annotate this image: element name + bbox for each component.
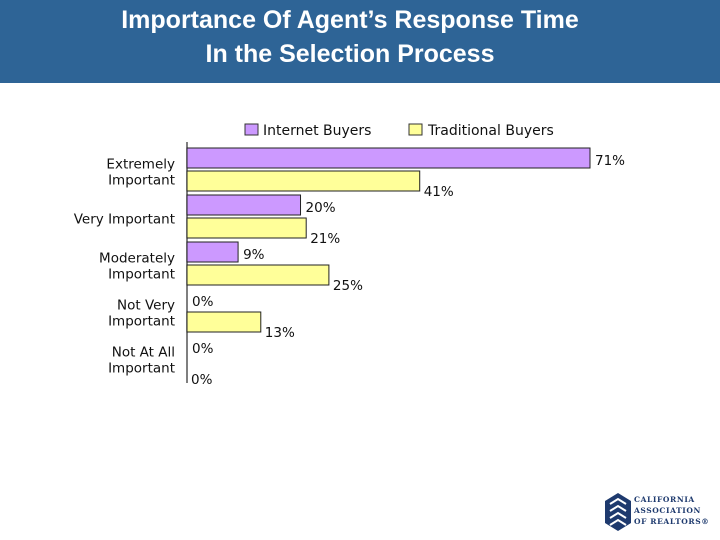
category-label: Not At All Important xyxy=(108,345,175,377)
car-logo-text: CALIFORNIA ASSOCIATION OF REALTORS® xyxy=(634,494,709,527)
bar-traditional xyxy=(186,264,330,286)
legend-swatch-traditional xyxy=(408,123,423,136)
legend-label-traditional: Traditional Buyers xyxy=(427,123,554,139)
category-label: Very Important xyxy=(74,212,175,228)
bar-internet xyxy=(186,194,302,216)
logo-line: CALIFORNIA xyxy=(634,495,695,504)
data-label: 0% xyxy=(191,372,213,388)
title-bar: Importance Of Agent’s Response Time In t… xyxy=(0,0,720,83)
car-logo: CALIFORNIA ASSOCIATION OF REALTORS® xyxy=(604,492,714,532)
logo-line: ASSOCIATION xyxy=(634,506,701,515)
category-label: Extremely Important xyxy=(106,157,175,189)
car-logo-icon xyxy=(605,493,631,531)
bar-traditional xyxy=(186,311,262,333)
data-label: 13% xyxy=(265,325,295,341)
data-label: 9% xyxy=(243,247,265,263)
bar-internet xyxy=(186,147,591,169)
data-label: 25% xyxy=(333,278,363,294)
category-label: Moderately Important xyxy=(99,251,175,283)
data-label: 41% xyxy=(424,184,454,200)
page-title-line-1: Importance Of Agent’s Response Time xyxy=(121,6,579,34)
legend-label-internet: Internet Buyers xyxy=(263,123,371,139)
data-label: 20% xyxy=(306,200,336,216)
bar-traditional xyxy=(186,170,421,192)
data-label: 0% xyxy=(192,341,214,357)
bar-traditional xyxy=(186,217,307,239)
logo-line: OF REALTORS® xyxy=(634,517,710,526)
bar-internet xyxy=(186,241,239,263)
category-label: Not Very Important xyxy=(108,298,175,330)
data-label: 0% xyxy=(192,294,214,310)
data-label: 21% xyxy=(310,231,340,247)
data-label: 71% xyxy=(595,153,625,169)
legend-swatch-internet xyxy=(244,123,259,136)
page-title-line-2: In the Selection Process xyxy=(205,40,495,68)
